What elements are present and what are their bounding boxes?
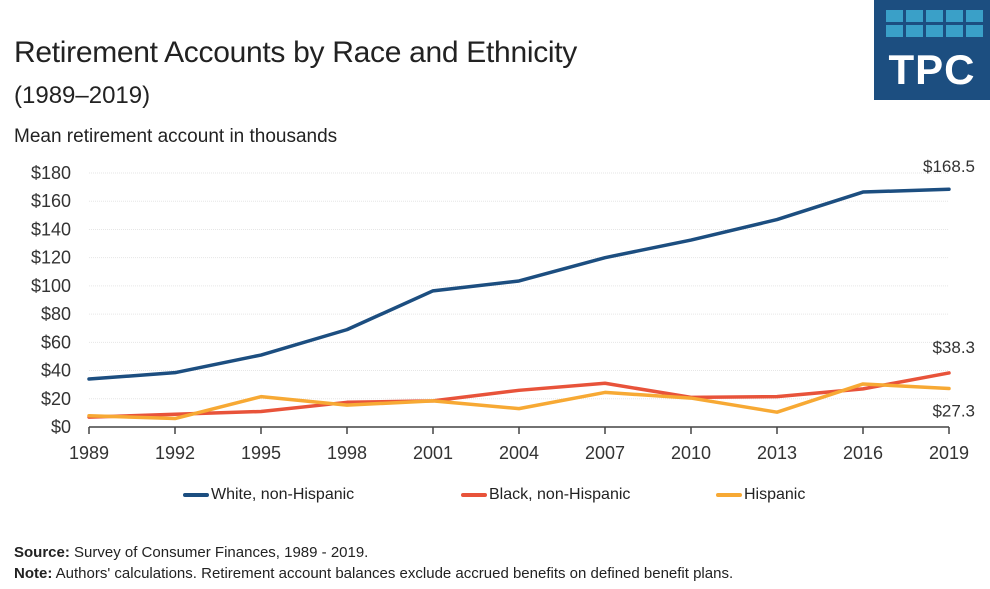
y-tick-label: $60 bbox=[41, 332, 71, 352]
y-tick-label: $120 bbox=[31, 248, 71, 268]
x-tick-label: 1989 bbox=[69, 443, 109, 463]
x-tick-label: 1995 bbox=[241, 443, 281, 463]
grid-lines bbox=[89, 172, 949, 400]
y-tick-label: $20 bbox=[41, 389, 71, 409]
y-tick-label: $0 bbox=[51, 417, 71, 437]
series-lines bbox=[87, 187, 951, 421]
legend-swatch-icon bbox=[461, 493, 487, 497]
y-tick-label: $140 bbox=[31, 219, 71, 239]
y-tick-label: $160 bbox=[31, 191, 71, 211]
source-line: Source: Survey of Consumer Finances, 198… bbox=[14, 542, 733, 563]
line-chart: $0 $20 $40 $60 $80 $100 $120 $140 $160 $180 1989 19… bbox=[31, 157, 975, 463]
legend-item: White, non-Hispanic bbox=[183, 486, 354, 504]
legend-swatch-icon bbox=[716, 493, 742, 497]
series-line-white-non-hispanic bbox=[87, 187, 951, 381]
axes: $0 $20 $40 $60 $80 $100 $120 $140 $160 $180 1989 19… bbox=[31, 163, 969, 463]
note-label: Note: bbox=[14, 565, 53, 582]
y-tick-label: $80 bbox=[41, 304, 71, 324]
source-text: Survey of Consumer Finances, 1989 - 2019… bbox=[69, 544, 369, 561]
data-label: $38.3 bbox=[932, 338, 975, 357]
data-labels: $168.5 $38.3 $27.3 bbox=[923, 157, 975, 420]
x-tick-label: 2019 bbox=[929, 443, 969, 463]
x-tick-label: 1992 bbox=[155, 443, 195, 463]
legend-label: Hispanic bbox=[744, 486, 806, 503]
data-label: $168.5 bbox=[923, 157, 975, 176]
x-tick-label: 2016 bbox=[843, 443, 883, 463]
logo-grid-icon bbox=[886, 10, 983, 37]
x-tick-label: 1998 bbox=[327, 443, 367, 463]
x-tick-label: 2010 bbox=[671, 443, 711, 463]
footer: Source: Survey of Consumer Finances, 198… bbox=[14, 542, 733, 584]
x-tick-label: 2007 bbox=[585, 443, 625, 463]
source-label: Source: bbox=[14, 544, 70, 561]
logo-text: TPC bbox=[888, 46, 976, 93]
tpc-logo: TPC bbox=[874, 0, 990, 100]
legend-swatch-icon bbox=[183, 493, 209, 497]
y-tick-label: $100 bbox=[31, 276, 71, 296]
series-line-black-non-hispanic bbox=[87, 371, 951, 419]
x-tick-label: 2004 bbox=[499, 443, 539, 463]
x-tick-label: 2013 bbox=[757, 443, 797, 463]
legend-label: Black, non-Hispanic bbox=[489, 486, 631, 503]
legend-label: White, non-Hispanic bbox=[211, 486, 355, 503]
note-line: Note: Authors' calculations. Retirement … bbox=[14, 563, 733, 584]
legend: White, non-Hispanic Black, non-Hispanic Hi… bbox=[0, 486, 990, 508]
x-tick-label: 2001 bbox=[413, 443, 453, 463]
y-tick-label: $180 bbox=[31, 163, 71, 183]
legend-item: Black, non-Hispanic bbox=[461, 486, 630, 504]
y-tick-label: $40 bbox=[41, 361, 71, 381]
y-axis-units-label: Mean retirement account in thousands bbox=[14, 126, 338, 147]
chart-subtitle: (1989–2019) bbox=[14, 82, 151, 109]
legend-item: Hispanic bbox=[716, 486, 805, 504]
chart-title: Retirement Accounts by Race and Ethnicit… bbox=[14, 36, 577, 69]
note-text: Authors' calculations. Retirement accoun… bbox=[52, 565, 734, 582]
series-line-hispanic bbox=[87, 382, 951, 421]
data-label: $27.3 bbox=[932, 401, 975, 420]
